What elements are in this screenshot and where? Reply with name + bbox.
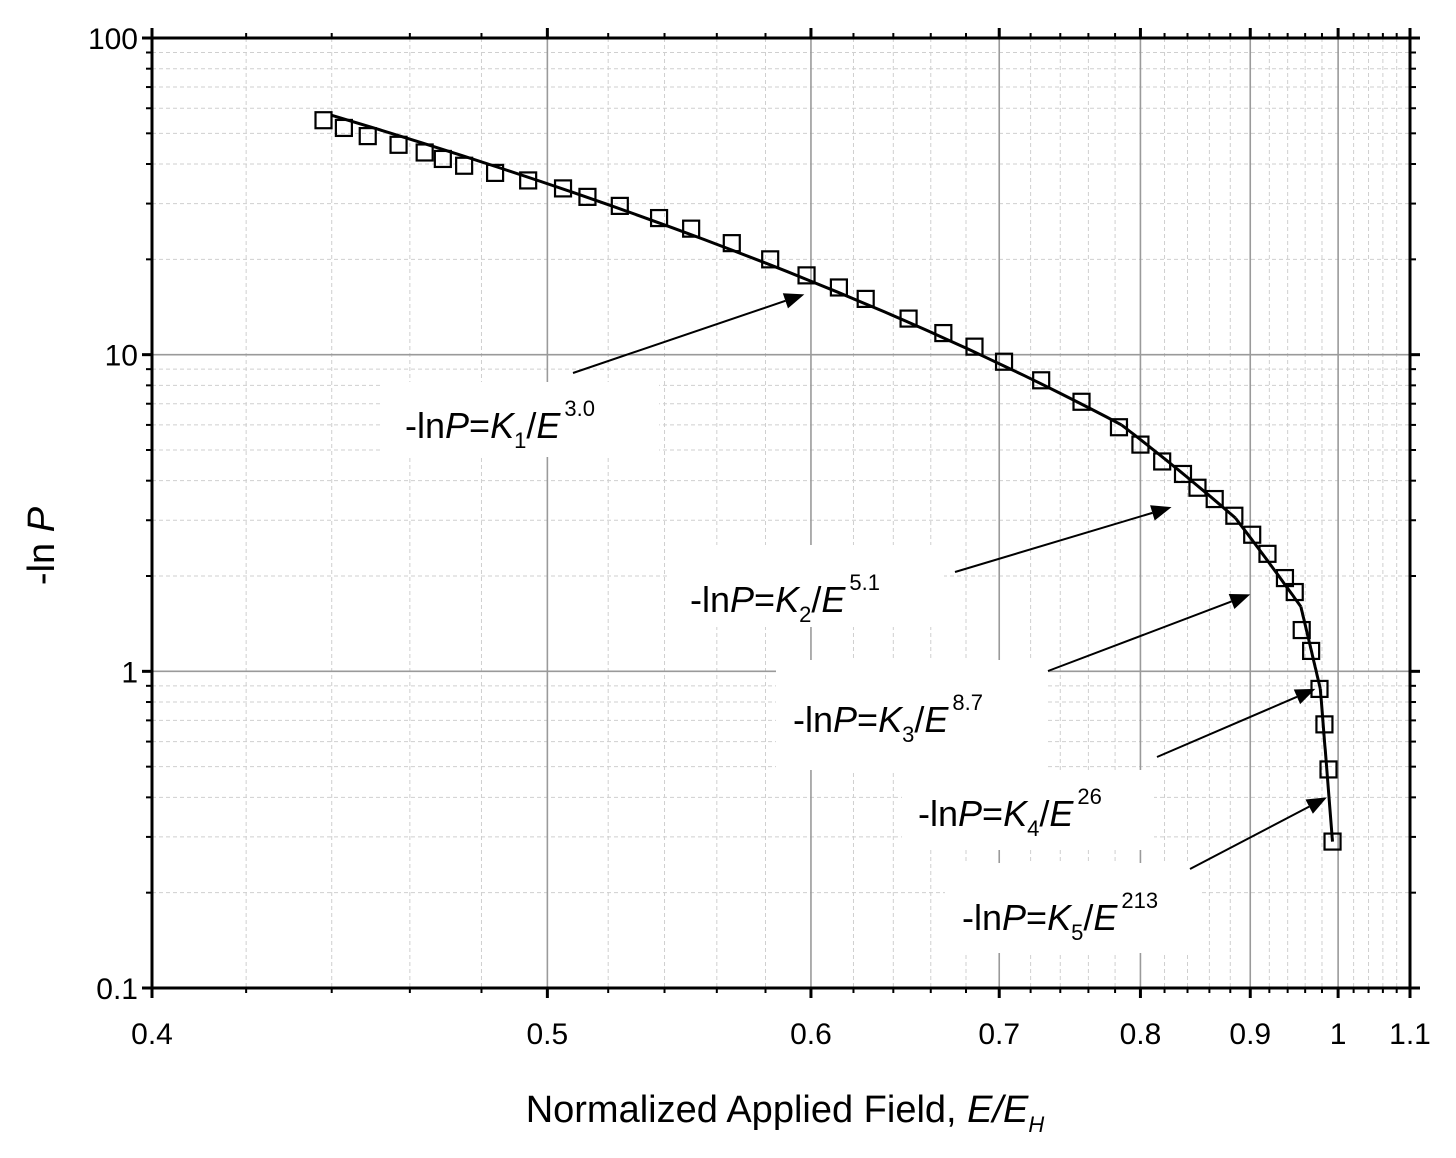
annotation-label-2: -lnP=K2/E 5.1 — [690, 570, 880, 627]
y-tick-label: 0.1 — [96, 973, 138, 1006]
annotations: -lnP=K1/E 3.0 -lnP=K2/E 5.1 -lnP=K3/E 8.7 -lnP… — [383, 293, 1327, 953]
data-point — [1109, 418, 1129, 437]
data-point — [1285, 582, 1304, 602]
arrowhead-icon — [1305, 797, 1327, 814]
data-point — [856, 289, 875, 309]
plot-border — [150, 36, 1412, 990]
data-point — [1319, 760, 1338, 779]
x-tick-label: 0.5 — [527, 1018, 569, 1051]
arrowhead-icon — [1150, 505, 1172, 521]
data-point — [1292, 620, 1311, 640]
data-point — [455, 156, 474, 175]
data-points — [314, 111, 1342, 851]
fit-line-4 — [1299, 606, 1322, 690]
data-point — [1153, 452, 1172, 471]
data-point — [994, 352, 1014, 371]
data-point — [578, 187, 597, 206]
data-point — [415, 143, 434, 162]
plot-frame — [150, 36, 1412, 990]
data-point — [1188, 478, 1207, 497]
x-tick-label: 0.4 — [131, 1018, 173, 1051]
data-point — [1131, 435, 1150, 454]
data-point — [358, 127, 377, 146]
axis-ticks — [142, 28, 1420, 998]
tick-labels: 0.4 0.5 0.6 0.7 0.8 0.9 1 1.1 0.1 1 10 100 — [88, 23, 1431, 1051]
fit-line-1 — [331, 113, 1123, 427]
data-point — [485, 163, 505, 182]
x-tick-label: 1.1 — [1389, 1018, 1431, 1051]
annotation-label-3: -lnP=K3/E 8.7 — [793, 690, 983, 747]
data-point — [334, 118, 353, 138]
data-point — [1302, 641, 1321, 661]
x-tick-label: 0.7 — [978, 1018, 1020, 1051]
annotation-box-5 — [945, 863, 1201, 953]
y-axis-label: -ln P — [21, 506, 63, 585]
annotation-label-1: -lnP=K1/E 3.0 — [405, 396, 595, 453]
data-point — [1310, 679, 1329, 699]
data-point — [965, 337, 984, 356]
annotation-box-1 — [383, 382, 659, 457]
data-point — [553, 179, 573, 198]
data-point — [1315, 715, 1334, 734]
x-tick-label: 1 — [1330, 1018, 1347, 1051]
annotation-box-2 — [668, 545, 944, 627]
data-point — [1205, 489, 1224, 509]
y-tick-label: 100 — [88, 23, 138, 56]
data-point — [314, 111, 333, 130]
data-point — [1072, 392, 1091, 411]
data-point — [1258, 544, 1277, 563]
annotation-arrow-5 — [1189, 805, 1310, 870]
data-point — [934, 323, 953, 343]
annotation-label-4: -lnP=K4/E 26 — [918, 784, 1102, 841]
data-point — [433, 149, 452, 169]
data-point — [1032, 371, 1051, 390]
data-point — [389, 135, 408, 154]
data-point — [649, 208, 669, 228]
annotation-label-5: -lnP=K5/E 213 — [962, 888, 1158, 945]
fit-line-2 — [1120, 423, 1237, 520]
data-point — [797, 266, 816, 285]
data-point — [519, 171, 538, 190]
data-point — [610, 196, 629, 215]
data-point — [682, 219, 701, 238]
data-point — [1225, 506, 1244, 525]
annotation-arrow-3 — [1047, 600, 1232, 672]
y-tick-label: 1 — [121, 656, 138, 689]
x-axis-label: Normalized Applied Field, E/EH — [526, 1089, 1045, 1137]
x-tick-label: 0.8 — [1120, 1018, 1162, 1051]
arrowhead-icon — [1293, 688, 1316, 705]
y-tick-label: 10 — [105, 340, 138, 373]
data-point — [761, 250, 780, 269]
data-point — [899, 309, 918, 328]
annotation-arrow-4 — [1156, 695, 1298, 758]
annotation-arrow-2 — [954, 511, 1153, 573]
data-point — [1173, 464, 1193, 484]
data-point — [1323, 832, 1342, 851]
grid — [151, 37, 1411, 989]
annotation-box-4 — [902, 770, 1154, 850]
data-point — [722, 234, 741, 253]
fit-lines — [331, 113, 1334, 842]
arrowhead-icon — [1228, 593, 1251, 609]
data-point — [829, 278, 849, 297]
annotation-box-3 — [776, 660, 1048, 770]
arrowhead-icon — [782, 293, 805, 309]
fit-line-5 — [1318, 688, 1334, 842]
fit-line-3 — [1234, 517, 1303, 608]
x-tick-label: 0.9 — [1229, 1018, 1271, 1051]
data-point — [1243, 525, 1262, 544]
x-tick-label: 0.6 — [790, 1018, 832, 1051]
annotation-arrow-1 — [572, 299, 786, 374]
data-point — [1275, 568, 1295, 588]
